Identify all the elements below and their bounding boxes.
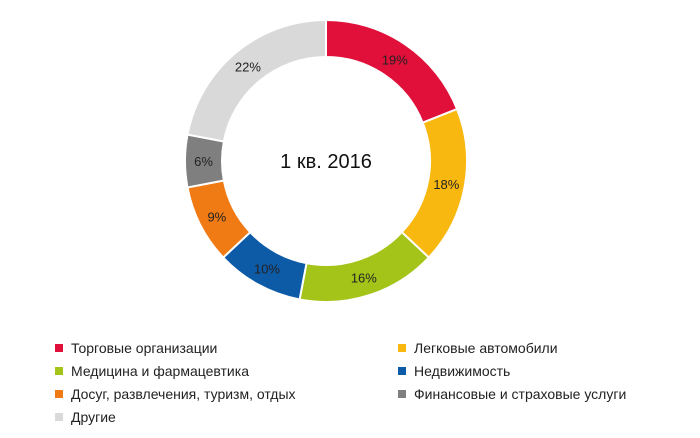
chart-legend: Торговые организации Легковые автомобили М… [0,338,700,438]
legend-item: Легковые автомобили [398,338,558,358]
slice-value-label: 22% [235,60,261,75]
legend-swatch [55,413,63,421]
legend-item: Финансовые и страховые услуги [398,384,626,404]
donut-chart: 19% 18% 16% 10% 9% 6% 22% 1 кв. 2016 [183,18,468,303]
slice-3 [298,230,431,303]
legend-label: Легковые автомобили [414,340,558,356]
slice-value-label: 10% [254,261,280,276]
legend-swatch [398,344,406,352]
slice-value-label: 16% [351,271,377,286]
slice-value-label: 9% [207,210,226,225]
legend-swatch [55,390,63,398]
legend-label: Торговые организации [71,340,218,356]
slice-7 [186,18,327,143]
legend-item: Медицина и фармацевтика [55,361,249,381]
legend-label: Медицина и фармацевтика [71,363,249,379]
center-label: 1 кв. 2016 [280,151,372,173]
legend-label: Досуг, развлечения, туризм, отдых [71,386,296,402]
legend-swatch [55,367,63,375]
legend-label: Финансовые и страховые услуги [414,386,627,402]
slice-value-label: 18% [433,177,459,192]
legend-swatch [398,367,406,375]
legend-item: Другие [55,407,116,427]
slice-value-label: 19% [382,53,408,68]
legend-swatch [55,344,63,352]
legend-item: Досуг, развлечения, туризм, отдых [55,384,296,404]
legend-swatch [398,390,406,398]
slice-1 [325,18,459,125]
legend-label: Недвижимость [414,363,511,379]
slice-value-label: 6% [194,154,213,169]
legend-item: Недвижимость [398,361,510,381]
legend-label: Другие [71,409,116,425]
legend-item: Торговые организации [55,338,217,358]
